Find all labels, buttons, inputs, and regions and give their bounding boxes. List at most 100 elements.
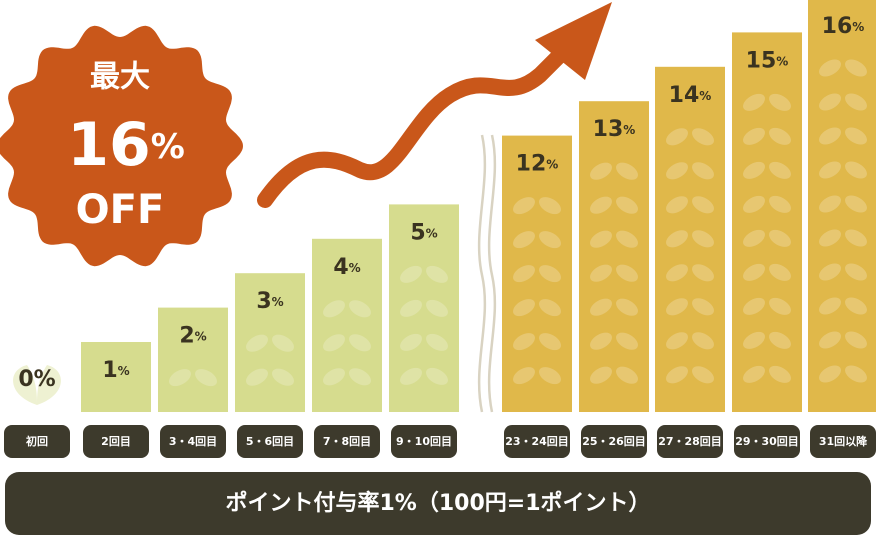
wheat-grain	[513, 231, 535, 249]
wheat-grain	[539, 367, 561, 385]
category-label: 9・10回目	[396, 434, 452, 448]
wheat-grain	[590, 264, 612, 282]
wheat-grain	[513, 265, 535, 283]
category-label: 25・26回目	[582, 434, 646, 448]
category-pill	[581, 425, 647, 458]
value-label: 15%	[746, 48, 789, 73]
category-pill	[810, 425, 876, 458]
wheat-grain	[769, 229, 791, 247]
category-label: 31回以降	[819, 434, 868, 448]
wheat-grain	[539, 265, 561, 283]
arrow-head	[535, 2, 612, 80]
category-pill	[160, 425, 226, 458]
wheat-grain	[666, 366, 688, 384]
wheat-grain	[616, 230, 638, 248]
wheat-grain	[616, 162, 638, 180]
value-label: 4%	[333, 255, 360, 280]
wheat-grain	[743, 195, 765, 213]
wheat-grain	[590, 298, 612, 316]
wheat-grain	[666, 230, 688, 248]
bar	[808, 0, 876, 412]
wheat-grain	[819, 297, 841, 315]
wheat-grain	[692, 196, 714, 214]
category-label: 7・8回目	[323, 434, 371, 448]
wheat-grain	[819, 263, 841, 281]
wheat-grain	[845, 93, 867, 111]
value-label: 12%	[516, 152, 559, 177]
wheat-grain	[666, 264, 688, 282]
wheat-grain	[845, 59, 867, 77]
wheat-grain	[513, 299, 535, 317]
wheat-grain	[692, 128, 714, 146]
wheat-grain	[692, 264, 714, 282]
wheat-grain	[169, 369, 191, 387]
category-label: 5・6回目	[246, 434, 294, 448]
wheat-grain	[539, 197, 561, 215]
wheat-grain	[400, 299, 422, 317]
wheat-grain	[400, 333, 422, 351]
wheat-grain	[539, 299, 561, 317]
wheat-grain	[272, 368, 294, 386]
value-label: 2%	[179, 324, 206, 349]
wheat-grain	[349, 300, 371, 318]
wheat-grain	[845, 365, 867, 383]
bar	[579, 101, 649, 412]
wheat-grain	[666, 196, 688, 214]
wheat-grain	[692, 366, 714, 384]
sprout-leaf	[13, 365, 61, 405]
wheat-grain	[819, 365, 841, 383]
category-pill	[391, 425, 457, 458]
wheat-grain	[845, 331, 867, 349]
wheat-grain	[349, 334, 371, 352]
wheat-grain	[769, 297, 791, 315]
wheat-grain	[769, 127, 791, 145]
wheat-grain	[272, 334, 294, 352]
wheat-grain	[323, 334, 345, 352]
wheat-grain	[743, 127, 765, 145]
wheat-grain	[323, 300, 345, 318]
category-pill	[314, 425, 380, 458]
bar	[235, 273, 305, 412]
wheat-grain	[743, 331, 765, 349]
badge-bottom: OFF	[76, 187, 165, 233]
wheat-grain	[513, 197, 535, 215]
wheat-grain	[819, 229, 841, 247]
wheat-grain	[539, 231, 561, 249]
wheat-grain	[539, 333, 561, 351]
wheat-grain	[426, 333, 448, 351]
wheat-grain	[743, 365, 765, 383]
wheat-grain	[769, 263, 791, 281]
wheat-grain	[590, 196, 612, 214]
wheat-grain	[819, 195, 841, 213]
bar	[732, 32, 802, 413]
badge-value: 16%	[67, 110, 185, 180]
wheat-grain	[195, 369, 217, 387]
sprout	[13, 365, 61, 405]
value-label: 3%	[256, 289, 283, 314]
wheat-grain	[400, 265, 422, 283]
wheat-grain	[819, 93, 841, 111]
wheat-grain	[819, 59, 841, 77]
wheat-grain	[769, 195, 791, 213]
wheat-grain	[513, 367, 535, 385]
wheat-grain	[666, 298, 688, 316]
growth-arrow	[257, 47, 568, 208]
wheat-grain	[513, 333, 535, 351]
bar	[502, 135, 572, 412]
wheat-grain	[666, 332, 688, 350]
wheat-grain	[743, 93, 765, 111]
value-label: 1%	[102, 358, 129, 383]
category-label: 2回目	[101, 434, 131, 448]
wheat-grain	[400, 367, 422, 385]
wheat-grain	[616, 264, 638, 282]
badge-top: 最大	[90, 60, 150, 95]
wheat-grain	[616, 366, 638, 384]
wheat-grain	[590, 162, 612, 180]
wheat-grain	[845, 229, 867, 247]
value-label: 0%	[18, 367, 55, 392]
footer-text: ポイント付与率1%（100円=1ポイント）	[225, 490, 650, 516]
wheat-grain	[845, 127, 867, 145]
category-label: 29・30回目	[735, 434, 799, 448]
category-pill	[657, 425, 723, 458]
